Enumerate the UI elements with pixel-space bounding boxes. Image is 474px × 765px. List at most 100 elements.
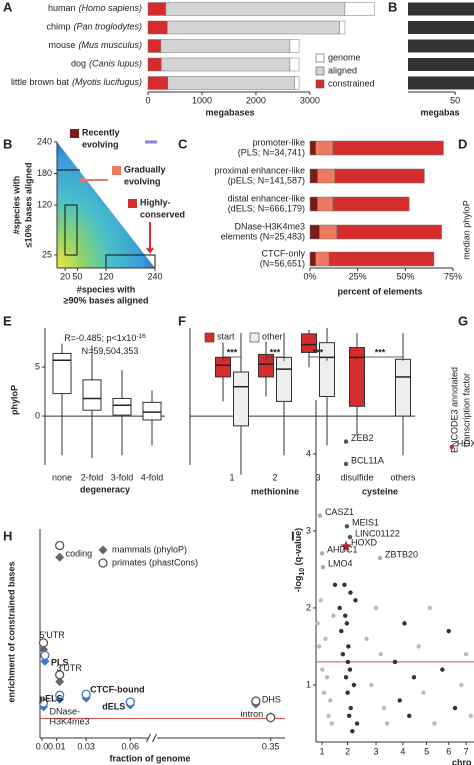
- point: [364, 636, 369, 641]
- legend-label: start: [217, 331, 235, 341]
- bar: [408, 76, 474, 90]
- bar-segment: [334, 168, 425, 184]
- y-tick-label: 25: [42, 249, 52, 259]
- point: [373, 605, 379, 611]
- y-axis-label: phyloP: [9, 385, 19, 415]
- point: [354, 721, 360, 726]
- bar-segment: [289, 39, 300, 53]
- x-tick-label: 240: [147, 271, 162, 281]
- x-tick-label: 20: [60, 271, 70, 281]
- point: [340, 540, 352, 552]
- point: [125, 697, 135, 707]
- x-tick-label: 3-fold: [111, 472, 134, 482]
- bar-segment: [160, 57, 291, 72]
- panel-label: C: [178, 136, 188, 151]
- point: [381, 705, 387, 711]
- point: [55, 670, 65, 680]
- y-axis-label-part: 10: [299, 568, 306, 576]
- category-label: (pELS; N=141,587): [228, 175, 305, 185]
- point: [353, 598, 358, 603]
- point: [452, 705, 458, 711]
- point: [318, 598, 323, 603]
- point: [38, 698, 49, 708]
- category-label: human (Homo sapiens): [48, 3, 142, 13]
- category-label: (PLS; N=34,741): [238, 147, 305, 157]
- x-tick-label: 6: [446, 746, 451, 756]
- x-axis-label: percent of elements: [337, 286, 422, 296]
- bar-segment: [339, 20, 346, 35]
- bar-segment: [147, 76, 169, 90]
- point: [331, 613, 336, 618]
- annotation: R=-0.485; p<1x10-16: [64, 333, 146, 344]
- category-label: distal enhancer-like: [227, 193, 305, 203]
- annotation-part: N=59,504,353: [82, 346, 139, 356]
- category-name: mouse: [48, 40, 75, 50]
- point: [38, 638, 49, 648]
- bar-segment: [289, 57, 300, 72]
- bar-segment: [165, 2, 346, 16]
- x-tick-label: 0.01: [48, 741, 66, 751]
- x-tick-label: 3000: [300, 95, 320, 105]
- sig-label: ***: [375, 347, 386, 357]
- point: [265, 712, 276, 723]
- legend-label: other: [262, 331, 283, 341]
- point: [343, 613, 348, 618]
- point: [343, 675, 349, 680]
- x-tick-label: 25%: [349, 271, 367, 281]
- point: [40, 650, 50, 661]
- category-latin: (Homo sapiens): [78, 3, 142, 13]
- category-name: chimp: [46, 22, 70, 32]
- bar-segment: [309, 140, 316, 156]
- point-label: pELS: [40, 693, 63, 703]
- point: [55, 540, 65, 551]
- point-label: LINC01122: [355, 528, 400, 538]
- x-axis-label: methionine: [251, 486, 299, 496]
- category-label: elements (N=25,483): [221, 231, 305, 241]
- point-label: ZBTB20: [385, 549, 418, 559]
- point-label: 3'UTR: [57, 663, 83, 673]
- y-axis-label: transcription factor: [461, 373, 471, 447]
- annotation: conserved: [140, 209, 185, 219]
- box: [233, 371, 249, 427]
- annotation-swatch: [70, 129, 79, 138]
- point-label: MEIS1: [352, 518, 379, 528]
- point-label: coding: [66, 549, 93, 559]
- x-tick-label: 3: [315, 472, 320, 482]
- y-tick-label: 120: [37, 199, 52, 209]
- point: [397, 698, 402, 703]
- point: [342, 582, 347, 588]
- box: [395, 358, 411, 417]
- annotation: evolving: [124, 176, 161, 186]
- x-tick-label: 0.35: [262, 741, 280, 751]
- bar: [408, 2, 474, 16]
- x-tick-label: 1: [319, 746, 324, 756]
- x-axis-label: megabas: [420, 107, 459, 117]
- x-axis-label: #species with: [77, 284, 136, 294]
- x-tick-label: 5: [424, 746, 429, 756]
- legend-label: genome: [328, 52, 361, 62]
- bar-segment: [315, 251, 330, 267]
- point: [340, 651, 346, 657]
- bar-segment: [315, 140, 334, 156]
- y-axis-label: #species with: [11, 176, 21, 235]
- point: [346, 644, 351, 649]
- point: [316, 644, 322, 649]
- point-label: HOX: [457, 438, 474, 448]
- category-label: little brown bat (Myotis lucifugus): [11, 77, 142, 87]
- legend-swatch: [315, 79, 325, 89]
- bar-segment: [344, 2, 375, 16]
- point: [384, 721, 390, 726]
- point-label: DNase-: [49, 706, 80, 716]
- sig-bracket: [222, 356, 242, 361]
- annotation-part: R=-0.485; p<1x10: [64, 333, 136, 343]
- bar-segment: [336, 224, 442, 240]
- point: [332, 582, 338, 588]
- bar-segment: [147, 2, 167, 16]
- category-label: proximal enhancer-like: [214, 165, 305, 175]
- box: [52, 352, 72, 395]
- y-tick-label: 4: [306, 448, 311, 458]
- point: [440, 667, 445, 672]
- point: [55, 690, 65, 700]
- bar-segment: [332, 140, 444, 156]
